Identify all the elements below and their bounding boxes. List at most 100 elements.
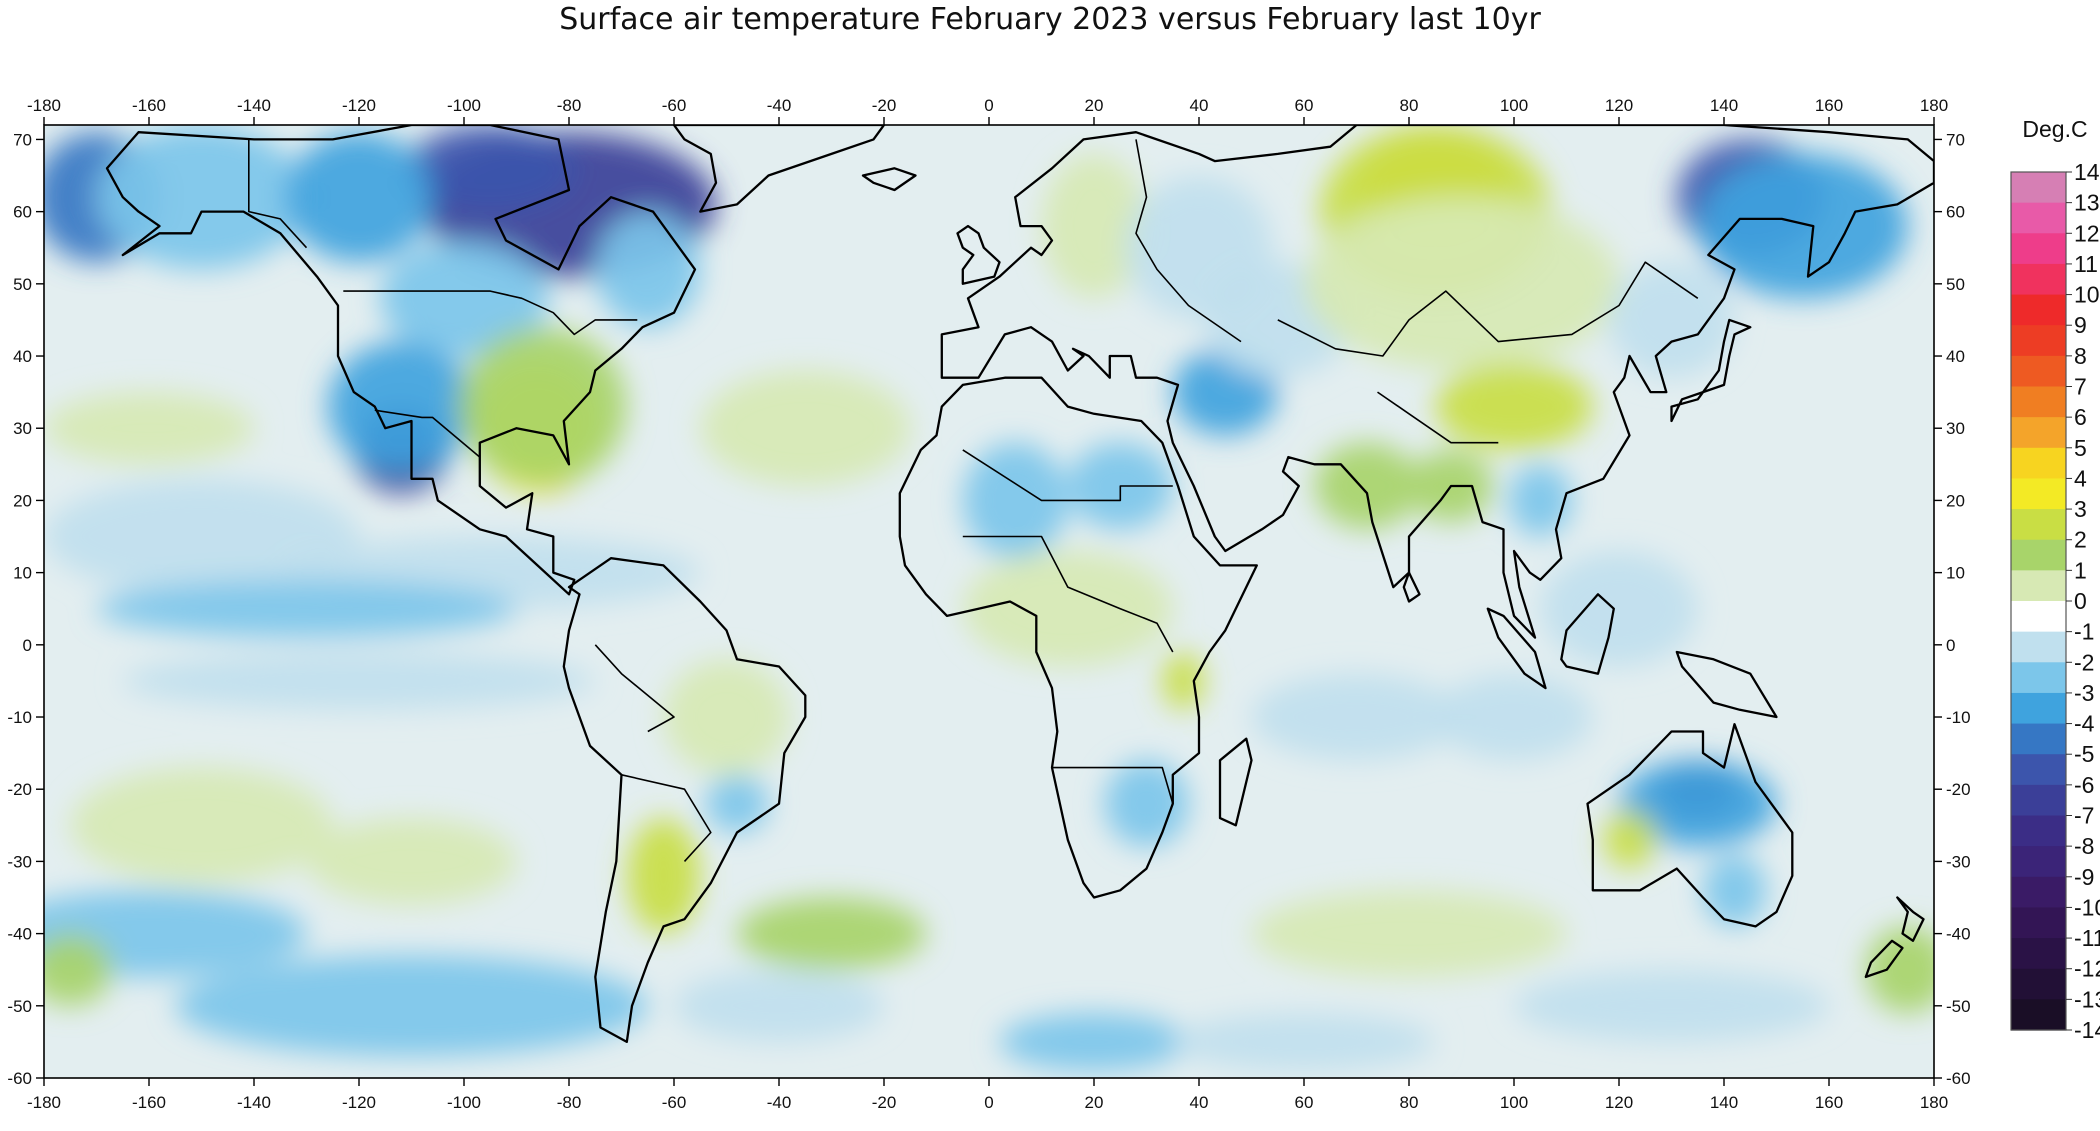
anomaly-region-11 bbox=[595, 211, 701, 328]
legend-label: 1 bbox=[2074, 557, 2087, 583]
legend-label: 3 bbox=[2074, 496, 2087, 522]
legend-label: 14 bbox=[2074, 159, 2100, 185]
border-us-canada bbox=[343, 290, 638, 336]
anomaly-region-47 bbox=[1608, 262, 1735, 378]
anomaly-region-44 bbox=[1508, 464, 1572, 537]
legend-swatch bbox=[2011, 662, 2066, 694]
lon-tick-bottom: 20 bbox=[1085, 1093, 1104, 1112]
coastline-sumatra bbox=[1486, 607, 1547, 690]
lon-tick-top: -160 bbox=[132, 96, 166, 115]
lat-tick-left: 50 bbox=[13, 275, 32, 294]
border-india-china bbox=[1377, 391, 1499, 444]
lon-tick-top: -60 bbox=[662, 96, 687, 115]
anomaly-region-46 bbox=[1697, 153, 1908, 299]
legend-label: -5 bbox=[2074, 741, 2094, 767]
lon-tick-bottom: -140 bbox=[237, 1093, 271, 1112]
lat-tick-right: -10 bbox=[1946, 708, 1971, 727]
legend-swatch bbox=[2011, 539, 2066, 571]
lat-tick-right: -30 bbox=[1946, 852, 1971, 871]
border-southern-africa bbox=[1052, 766, 1174, 804]
coastline-japan bbox=[1670, 318, 1752, 423]
legend-swatch bbox=[2011, 723, 2066, 755]
lat-tick-right: 0 bbox=[1946, 636, 1955, 655]
lat-tick-right: 30 bbox=[1946, 419, 1965, 438]
legend-label: -3 bbox=[2074, 680, 2094, 706]
lon-tick-bottom: -120 bbox=[342, 1093, 376, 1112]
lon-tick-bottom: 120 bbox=[1605, 1093, 1633, 1112]
legend-swatch bbox=[2011, 417, 2066, 449]
anomaly-region-42 bbox=[1314, 442, 1420, 530]
lon-tick-top: -20 bbox=[872, 96, 897, 115]
legend-swatch bbox=[2011, 784, 2066, 817]
border-sahara-lines bbox=[962, 449, 1173, 502]
coastline-madagascar bbox=[1218, 737, 1253, 827]
anomaly-region-4 bbox=[285, 132, 433, 263]
lon-tick-top: 40 bbox=[1190, 96, 1209, 115]
lon-tick-bottom: -180 bbox=[27, 1093, 61, 1112]
anomaly-region-20 bbox=[175, 955, 648, 1057]
legend-label: 0 bbox=[2074, 588, 2087, 614]
legend-label: 5 bbox=[2074, 435, 2087, 461]
border-kazakhstan-china bbox=[1277, 261, 1699, 357]
border-south-america-borders bbox=[621, 774, 712, 862]
coastline-eurasia bbox=[940, 125, 1934, 639]
coastline-north-america bbox=[105, 125, 697, 596]
lon-tick-bottom: 160 bbox=[1815, 1093, 1843, 1112]
anomaly-region-28 bbox=[999, 1013, 1189, 1071]
legend-label: 2 bbox=[2074, 527, 2087, 553]
anomaly-region-1 bbox=[406, 125, 575, 212]
coastline-borneo bbox=[1560, 593, 1615, 675]
legend-swatch bbox=[2011, 754, 2066, 786]
legend-label: -11 bbox=[2074, 925, 2100, 951]
anomaly-region-40 bbox=[1304, 197, 1619, 371]
lon-tick-top: 60 bbox=[1295, 96, 1314, 115]
legend-title: Deg.C bbox=[2022, 116, 2087, 142]
legend-label: -8 bbox=[2074, 833, 2094, 859]
lat-tick-right: 20 bbox=[1946, 491, 1965, 510]
lat-tick-right: 40 bbox=[1946, 347, 1965, 366]
lon-tick-bottom: 0 bbox=[984, 1093, 993, 1112]
coastline-iceland bbox=[861, 167, 917, 192]
legend-label: 11 bbox=[2074, 251, 2098, 277]
lat-tick-right: 70 bbox=[1946, 130, 1965, 149]
lat-tick-right: 50 bbox=[1946, 275, 1965, 294]
legend-swatch bbox=[2011, 938, 2066, 970]
lon-tick-bottom: 180 bbox=[1920, 1093, 1948, 1112]
legend-swatch bbox=[2011, 631, 2066, 663]
lat-tick-left: -60 bbox=[7, 1069, 32, 1088]
legend-label: 13 bbox=[2074, 190, 2100, 216]
anomaly-region-34 bbox=[1041, 153, 1147, 299]
anomaly-region-7 bbox=[327, 341, 475, 472]
coastline-new-zealand-north bbox=[1896, 896, 1925, 942]
border-russia-west bbox=[1135, 139, 1242, 343]
legend-swatch bbox=[2011, 876, 2066, 909]
legend-swatch bbox=[2011, 478, 2066, 510]
anomaly-region-15 bbox=[96, 579, 517, 638]
chart-title: Surface air temperature February 2023 ve… bbox=[559, 2, 1541, 37]
legend-label: 12 bbox=[2074, 220, 2100, 246]
lon-tick-top: -80 bbox=[557, 96, 582, 115]
legend-label: -6 bbox=[2074, 772, 2094, 798]
legend-swatch bbox=[2011, 907, 2066, 939]
lon-tick-top: -180 bbox=[27, 96, 61, 115]
lon-tick-top: -40 bbox=[767, 96, 792, 115]
lon-tick-top: 140 bbox=[1710, 96, 1738, 115]
legend-swatch bbox=[2011, 601, 2066, 633]
anomaly-region-5 bbox=[380, 240, 548, 357]
lon-tick-top: -120 bbox=[342, 96, 376, 115]
lat-tick-left: -30 bbox=[7, 852, 32, 871]
legend-swatch bbox=[2011, 846, 2066, 878]
coastline-sri-lanka bbox=[1402, 571, 1421, 603]
lat-tick-left: 40 bbox=[13, 347, 32, 366]
lat-tick-right: -20 bbox=[1946, 780, 1971, 799]
color-legend: Deg.C14131211109876543210-1-2-3-4-5-6-7-… bbox=[2010, 116, 2100, 1043]
lat-tick-left: -50 bbox=[7, 997, 32, 1016]
anomaly-region-58 bbox=[1172, 1013, 1436, 1071]
anomaly-region-22 bbox=[663, 659, 790, 775]
coastline-south-america bbox=[562, 557, 807, 1044]
lat-tick-left: -20 bbox=[7, 780, 32, 799]
legend-swatch bbox=[2011, 355, 2066, 388]
anomaly-region-26 bbox=[700, 370, 911, 486]
